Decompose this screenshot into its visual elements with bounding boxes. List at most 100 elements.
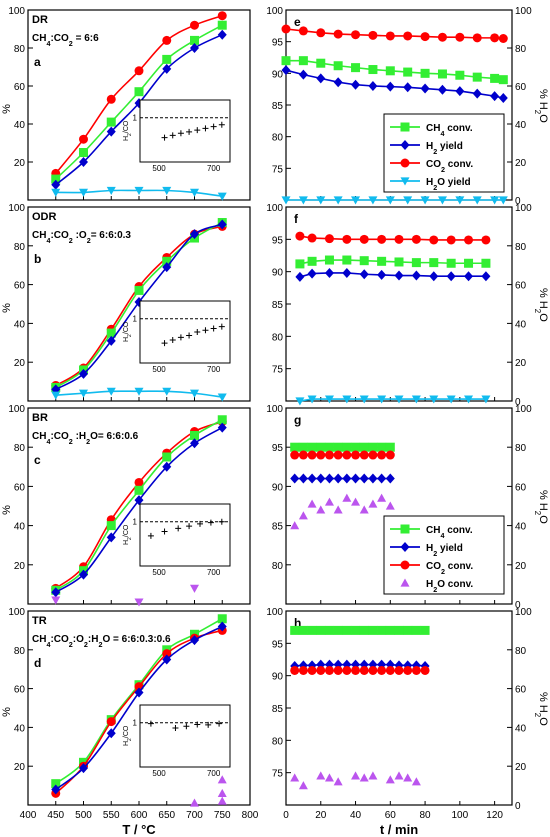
y-axis-label: % [1, 104, 13, 114]
y-tick-label: 100 [8, 6, 25, 17]
data-point [368, 196, 378, 205]
legend-label: CO2 conv. [426, 159, 473, 174]
data-point [295, 397, 305, 406]
y2-tick-label: 40 [515, 120, 527, 131]
data-point [394, 257, 404, 267]
y-tick-label: 20 [14, 762, 26, 773]
legend-label: H2 yield [426, 141, 463, 156]
y2-axis-label: % H2O [534, 89, 550, 123]
data-point [394, 665, 404, 675]
data-point [359, 450, 369, 460]
data-point [281, 56, 291, 66]
data-point [342, 255, 352, 265]
data-point [403, 665, 413, 675]
data-point [498, 196, 508, 205]
y-tick-label: 80 [14, 646, 26, 657]
x-tick-label: 100 [452, 810, 469, 821]
data-point [217, 422, 227, 433]
data-point [217, 29, 227, 40]
data-point [324, 497, 334, 506]
data-point [190, 430, 199, 440]
data-point [162, 35, 172, 45]
data-point [162, 186, 172, 195]
data-point [106, 335, 116, 346]
data-point [307, 625, 317, 635]
data-point [368, 450, 378, 460]
data-point [333, 665, 343, 675]
data-point [377, 234, 387, 244]
x-tick-label: 650 [158, 810, 175, 821]
y-tick-label: 80 [272, 561, 284, 572]
data-point [490, 91, 500, 102]
data-point [324, 625, 334, 635]
data-point [437, 196, 447, 205]
data-point [472, 33, 482, 43]
data-point [307, 473, 317, 484]
data-point [298, 56, 308, 66]
data-point [368, 665, 378, 675]
inset-point [218, 323, 225, 330]
data-point [368, 81, 378, 91]
panel-tag: TR [32, 615, 47, 627]
data-point [359, 505, 369, 514]
y-tick-label: 100 [266, 607, 283, 618]
data-point [385, 196, 395, 205]
y-tick-label: 95 [272, 38, 284, 49]
data-point [298, 665, 308, 675]
y-tick-label: 80 [14, 242, 26, 253]
data-point [377, 450, 387, 460]
data-point [298, 69, 308, 80]
data-point [351, 30, 361, 40]
data-point [134, 387, 144, 396]
data-point [351, 771, 361, 780]
data-point [342, 267, 352, 278]
data-point [455, 86, 465, 97]
inset-point [218, 518, 225, 525]
data-point [411, 625, 421, 635]
data-point [368, 499, 378, 508]
inset-y-tick-label: 1 [133, 315, 138, 324]
panel-letter: a [34, 55, 41, 69]
y-tick-label: 75 [272, 164, 284, 175]
data-point [420, 196, 430, 205]
data-point [385, 473, 395, 484]
y2-tick-label: 20 [515, 158, 527, 169]
inset-a: 1 500 700 H2/CO [123, 99, 231, 173]
y-axis-label: % [1, 707, 13, 717]
legend-marker [400, 122, 410, 132]
feed-ratio: CH4:CO2 :H2O= 6:6:0.6 [32, 431, 139, 446]
data-point [351, 196, 361, 205]
inset-point [194, 329, 201, 335]
data-point [351, 625, 361, 635]
data-point [106, 186, 116, 195]
inset-point [161, 528, 168, 535]
data-point [316, 58, 326, 68]
data-point [464, 271, 474, 282]
data-point [351, 497, 361, 506]
feed-ratio: CH4:CO2:O2:H2O = 6:6:0.3:0.6 [32, 634, 171, 649]
data-point [411, 258, 421, 268]
inset-d: 1 500 700 H2/CO [123, 704, 231, 778]
panel-e: 75 80 85 90 95 100 0 20 40 60 80 100 % H2O e CH4 conv.… [266, 6, 549, 207]
data-point [464, 395, 474, 404]
data-point [498, 34, 508, 43]
legend: CH4 conv. H2 yield CO2 conv. H2O yield [383, 113, 505, 193]
inset-x-tick-label: 500 [152, 365, 166, 374]
inset-point [177, 130, 184, 137]
data-point [106, 328, 116, 338]
data-point [333, 777, 343, 786]
data-point [359, 234, 369, 244]
data-point [437, 69, 447, 79]
y2-tick-label: 0 [515, 600, 521, 611]
data-point [324, 442, 334, 452]
y-tick-label: 100 [266, 203, 283, 214]
data-point [51, 179, 61, 190]
y2-axis-label: % H2O [534, 490, 550, 524]
data-point [394, 771, 404, 780]
data-point [472, 196, 482, 205]
data-point [106, 521, 116, 531]
inset-point [169, 132, 176, 139]
data-point [79, 763, 88, 774]
x-axis-label: T / °C [122, 822, 156, 837]
data-point [403, 625, 413, 635]
